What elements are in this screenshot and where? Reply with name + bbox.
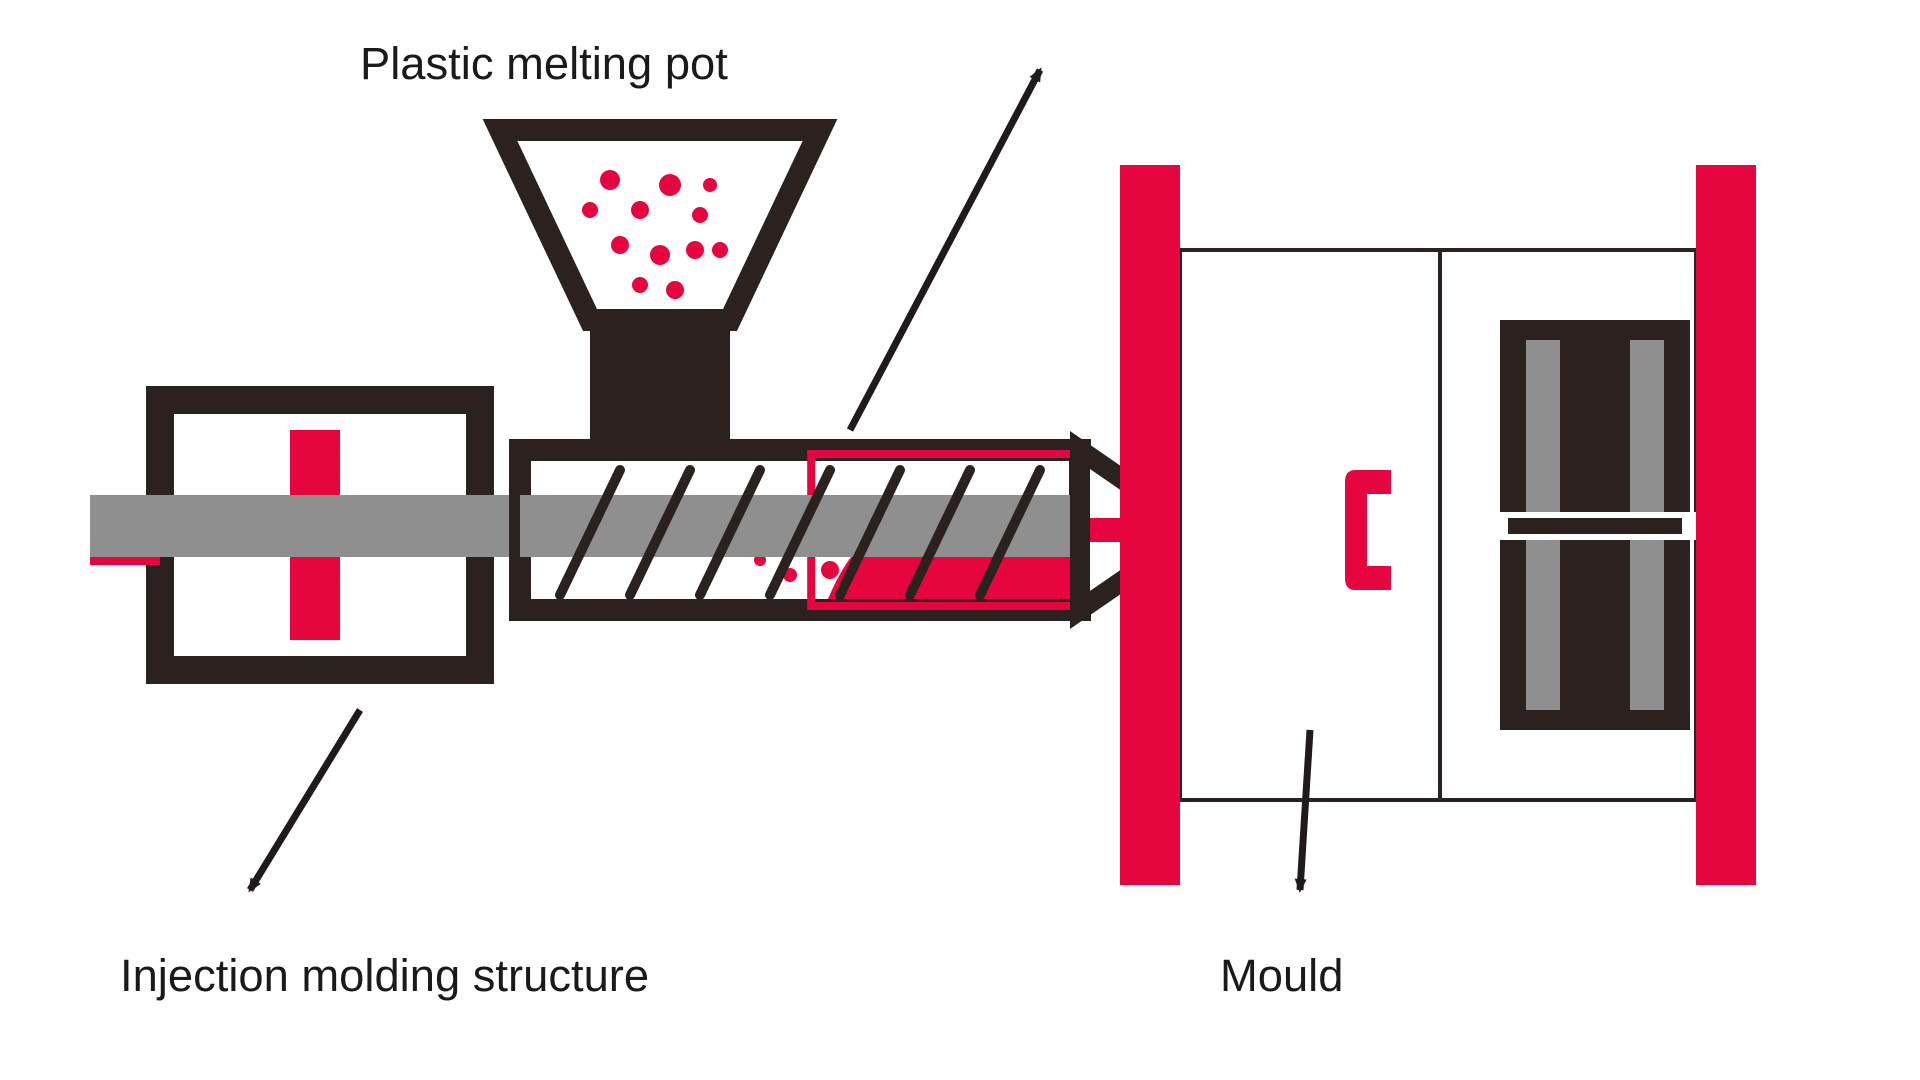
diagram-stage: Plastic melting pot Injection molding st… (0, 0, 1920, 1080)
tie-bar (1508, 518, 1682, 534)
arrow-injection-structure (250, 710, 360, 890)
pellet-9 (703, 178, 717, 192)
pellet-4 (611, 236, 629, 254)
pellet-1 (631, 201, 649, 219)
melt-drop-0 (821, 561, 839, 579)
label-injection-molding-structure: Injection molding structure (120, 950, 649, 1002)
pellet-8 (666, 281, 684, 299)
pellet-10 (582, 202, 598, 218)
pellet-7 (632, 277, 648, 293)
pellet-6 (686, 241, 704, 259)
melt-drop-2 (885, 570, 905, 590)
label-plastic-melting-pot: Plastic melting pot (360, 38, 728, 90)
platen-moving (1696, 165, 1756, 885)
pellet-3 (692, 207, 708, 223)
pellet-2 (659, 174, 681, 196)
injection-molding-diagram (0, 0, 1920, 1080)
arrow-melting-pot (850, 70, 1040, 430)
hopper-funnel (500, 130, 820, 320)
platen-fixed (1120, 165, 1180, 885)
hopper-neck (590, 310, 730, 450)
pellet-0 (600, 170, 620, 190)
pellet-5 (650, 245, 670, 265)
pellet-11 (712, 242, 728, 258)
label-mould: Mould (1220, 950, 1343, 1002)
